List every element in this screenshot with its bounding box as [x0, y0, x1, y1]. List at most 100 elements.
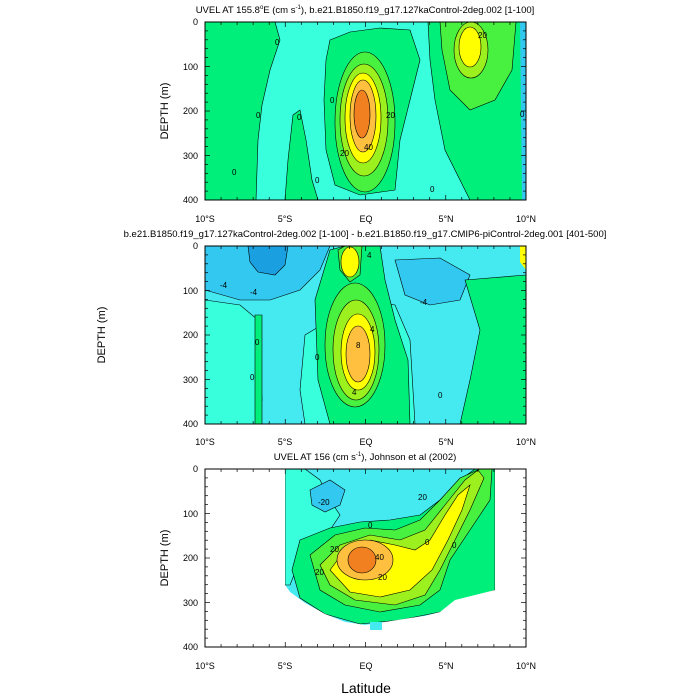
panel-1-clabel: 0	[297, 113, 302, 122]
panel-1-title: UVEL AT 155.8oE (cm s-1), b.e21.B1850.f1…	[196, 5, 535, 16]
panel-2-ytick-label: 300	[183, 375, 198, 385]
panel-3-xtick-label: 5°S	[278, 661, 293, 671]
panel-1-y-ticklabels: 0 100 200 300 400	[183, 17, 198, 205]
panel-1-contour-fill	[205, 22, 526, 200]
panel-1-xtick-label: 10°S	[195, 214, 215, 224]
panel-2-ytick-label: 100	[183, 286, 198, 296]
panel-3-contour-fill	[205, 469, 526, 647]
panel-1-clabel: 20	[340, 149, 349, 158]
panel-1-xtick-label: 5°S	[278, 214, 293, 224]
panel-2-anomaly-core	[345, 325, 371, 383]
panel-2-clabel: 8	[356, 341, 361, 350]
panel-2-ytick-label: 0	[193, 241, 198, 251]
panel-1-clabel: 40	[364, 143, 373, 152]
panel-1-clabel: 0	[520, 110, 525, 119]
panel-1-clabel: 20	[478, 31, 487, 40]
panel-3-xtick-label: 10°N	[516, 661, 536, 671]
panel-1-ylabel: DEPTH (m)	[159, 83, 171, 140]
panel-3-contour-labels: -20 20 40 20 20 20 0 0 0	[315, 493, 457, 582]
panel-3-clabel: 20	[418, 493, 427, 502]
panel-2: b.e21.B1850.f19_g17.127kaControl-2deg.00…	[96, 229, 606, 447]
panel-2-y-ticklabels: 0 100 200 300 400	[183, 241, 198, 429]
panel-3-clabel: -20	[318, 498, 330, 507]
panel-2-ylabel: DEPTH (m)	[96, 307, 108, 364]
panel-3-clabel: 20	[378, 573, 387, 582]
panel-2-region-pos-east	[459, 274, 526, 424]
panel-2-clabel: -4	[420, 298, 428, 307]
panel-1-ytick-label: 300	[183, 151, 198, 161]
panel-3-clabel: 0	[452, 541, 457, 550]
panel-2-clabel: 4	[352, 388, 357, 397]
panel-1-x-ticklabels: 10°S 5°S EQ 5°N 10°N	[195, 214, 536, 224]
x-axis-label: Latitude	[341, 680, 391, 696]
panel-2-contour-labels: -4 -4 -4 4 8 4 4 0 0 0 0	[220, 251, 443, 400]
panel-1-clabel: 0	[256, 111, 261, 120]
panel-2-clabel: 0	[315, 353, 320, 362]
axis-ticks	[204, 21, 527, 648]
panel-2-clabel: 0	[438, 391, 443, 400]
panel-1-clabel: 20	[386, 111, 395, 120]
panel-3-xtick-label: 10°S	[195, 661, 215, 671]
panel-1-ytick-label: 100	[183, 62, 198, 72]
panel-3-ytick-label: 100	[183, 509, 198, 519]
panel-2-thin-positive-strip	[254, 314, 263, 424]
panel-1-contour-labels: 20 40 20 20 0 0 0 0 0 0 0 0	[232, 31, 525, 194]
panel-1-jet-east-core	[458, 26, 482, 68]
panel-1-jet-core	[353, 89, 371, 139]
panel-3-ylabel: DEPTH (m)	[159, 530, 171, 587]
panel-2-contour-fill	[205, 246, 526, 424]
panel-3-no-data-west	[205, 469, 285, 647]
panel-2-ytick-label: 400	[183, 419, 198, 429]
panel-3-no-data-east	[495, 469, 526, 647]
panel-2-clabel: 4	[370, 325, 375, 334]
panel-1-clabel: 0	[232, 168, 237, 177]
panel-3-title: UVEL AT 156 (cm s-1), Johnson et al (200…	[274, 452, 457, 463]
panel-2-neg-core	[247, 246, 289, 276]
panel-2-clabel: 0	[250, 373, 255, 382]
panel-3-ytick-label: 400	[183, 642, 198, 652]
panel-2-shallow-core	[340, 246, 360, 278]
panel-1-ytick-label: 400	[183, 195, 198, 205]
panel-3-x-ticklabels: 10°S 5°S EQ 5°N 10°N	[195, 661, 536, 671]
panel-2-clabel: -4	[220, 281, 228, 290]
panel-1-region-west	[205, 22, 281, 200]
panel-2-title: b.e21.B1850.f19_g17.127kaControl-2deg.00…	[124, 229, 607, 240]
panel-2-xtick-label: EQ	[359, 437, 372, 447]
panel-3-ytick-label: 0	[193, 464, 198, 474]
panel-3-no-data-mask	[205, 469, 526, 647]
panel-1-xtick-label: 10°N	[516, 214, 536, 224]
panel-3-ytick-label: 300	[183, 598, 198, 608]
panel-1-clabel: 0	[275, 38, 280, 47]
panel-1-region-southwest	[284, 109, 319, 200]
panel-2-xtick-label: 10°S	[195, 437, 215, 447]
panel-3-clabel: 20	[330, 545, 339, 554]
panel-3-xtick-label: EQ	[359, 661, 372, 671]
panel-2-region-neg-east	[394, 257, 471, 306]
panel-2-ytick-label: 200	[183, 330, 198, 340]
panel-2-clabel: 0	[255, 338, 260, 347]
panel-3-jet-core	[347, 546, 377, 574]
panel-3-clabel: 0	[368, 521, 373, 530]
panel-1-clabel: 0	[330, 96, 335, 105]
panel-2-region-zero-west	[205, 299, 263, 424]
panel-3-clabel: 0	[425, 538, 430, 547]
panel-3-deep-cell	[370, 622, 382, 630]
panel-2-clabel: -4	[250, 288, 258, 297]
panel-3-y-ticklabels: 0 100 200 300 400	[183, 464, 198, 652]
panel-2-xtick-label: 5°N	[438, 437, 453, 447]
panel-3-ytick-label: 200	[183, 553, 198, 563]
panel-2-xtick-label: 10°N	[516, 437, 536, 447]
panel-1-clabel: 0	[430, 185, 435, 194]
panel-3-clabel: 40	[375, 553, 384, 562]
panel-1-ytick-label: 200	[183, 106, 198, 116]
panel-1-clabel: 0	[315, 176, 320, 185]
panel-1-ytick-label: 0	[193, 17, 198, 27]
panel-1-xtick-label: EQ	[359, 214, 372, 224]
panel-2-clabel: 4	[367, 251, 372, 260]
panel-1-xtick-label: 5°N	[438, 214, 453, 224]
panel-3-clabel: 20	[315, 568, 324, 577]
panel-2-x-ticklabels: 10°S 5°S EQ 5°N 10°N	[195, 437, 536, 447]
panel-2-xtick-label: 5°S	[278, 437, 293, 447]
panel-1: UVEL AT 155.8oE (cm s-1), b.e21.B1850.f1…	[159, 5, 536, 224]
